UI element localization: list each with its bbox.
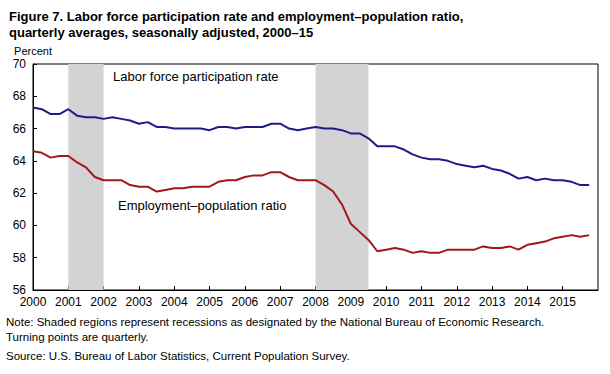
svg-text:70: 70 [13, 57, 27, 71]
svg-text:2011: 2011 [409, 295, 435, 309]
svg-text:quarterly averages, seasonally: quarterly averages, seasonally adjusted,… [9, 25, 313, 40]
svg-text:60: 60 [13, 218, 27, 232]
svg-text:2000: 2000 [20, 295, 47, 309]
svg-text:Labor force participation rate: Labor force participation rate [113, 69, 278, 84]
svg-text:Figure 7. Labor force particip: Figure 7. Labor force participation rate… [9, 9, 463, 24]
svg-text:Source: U.S. Bureau of Labor S: Source: U.S. Bureau of Labor Statistics,… [6, 350, 350, 362]
svg-text:2005: 2005 [196, 295, 223, 309]
svg-text:2007: 2007 [267, 295, 294, 309]
svg-text:64: 64 [13, 154, 27, 168]
svg-text:Percent: Percent [14, 45, 52, 57]
svg-text:2013: 2013 [479, 295, 506, 309]
svg-text:68: 68 [13, 89, 27, 103]
svg-text:2008: 2008 [302, 295, 329, 309]
svg-text:2001: 2001 [55, 295, 82, 309]
svg-text:66: 66 [13, 122, 27, 136]
svg-text:62: 62 [13, 186, 27, 200]
svg-text:2014: 2014 [514, 295, 541, 309]
svg-text:2004: 2004 [161, 295, 188, 309]
svg-text:2006: 2006 [232, 295, 259, 309]
svg-text:2015: 2015 [549, 295, 576, 309]
svg-text:Turning points are quarterly.: Turning points are quarterly. [6, 331, 149, 343]
svg-text:58: 58 [13, 251, 27, 265]
svg-text:2009: 2009 [337, 295, 364, 309]
svg-text:2003: 2003 [126, 295, 153, 309]
svg-text:Employment–population ratio: Employment–population ratio [118, 198, 286, 213]
svg-text:2012: 2012 [443, 295, 470, 309]
svg-text:56: 56 [12, 283, 26, 297]
svg-text:2002: 2002 [90, 295, 117, 309]
svg-text:2010: 2010 [373, 295, 400, 309]
svg-text:Note: Shaded regions represent: Note: Shaded regions represent recession… [6, 316, 544, 328]
